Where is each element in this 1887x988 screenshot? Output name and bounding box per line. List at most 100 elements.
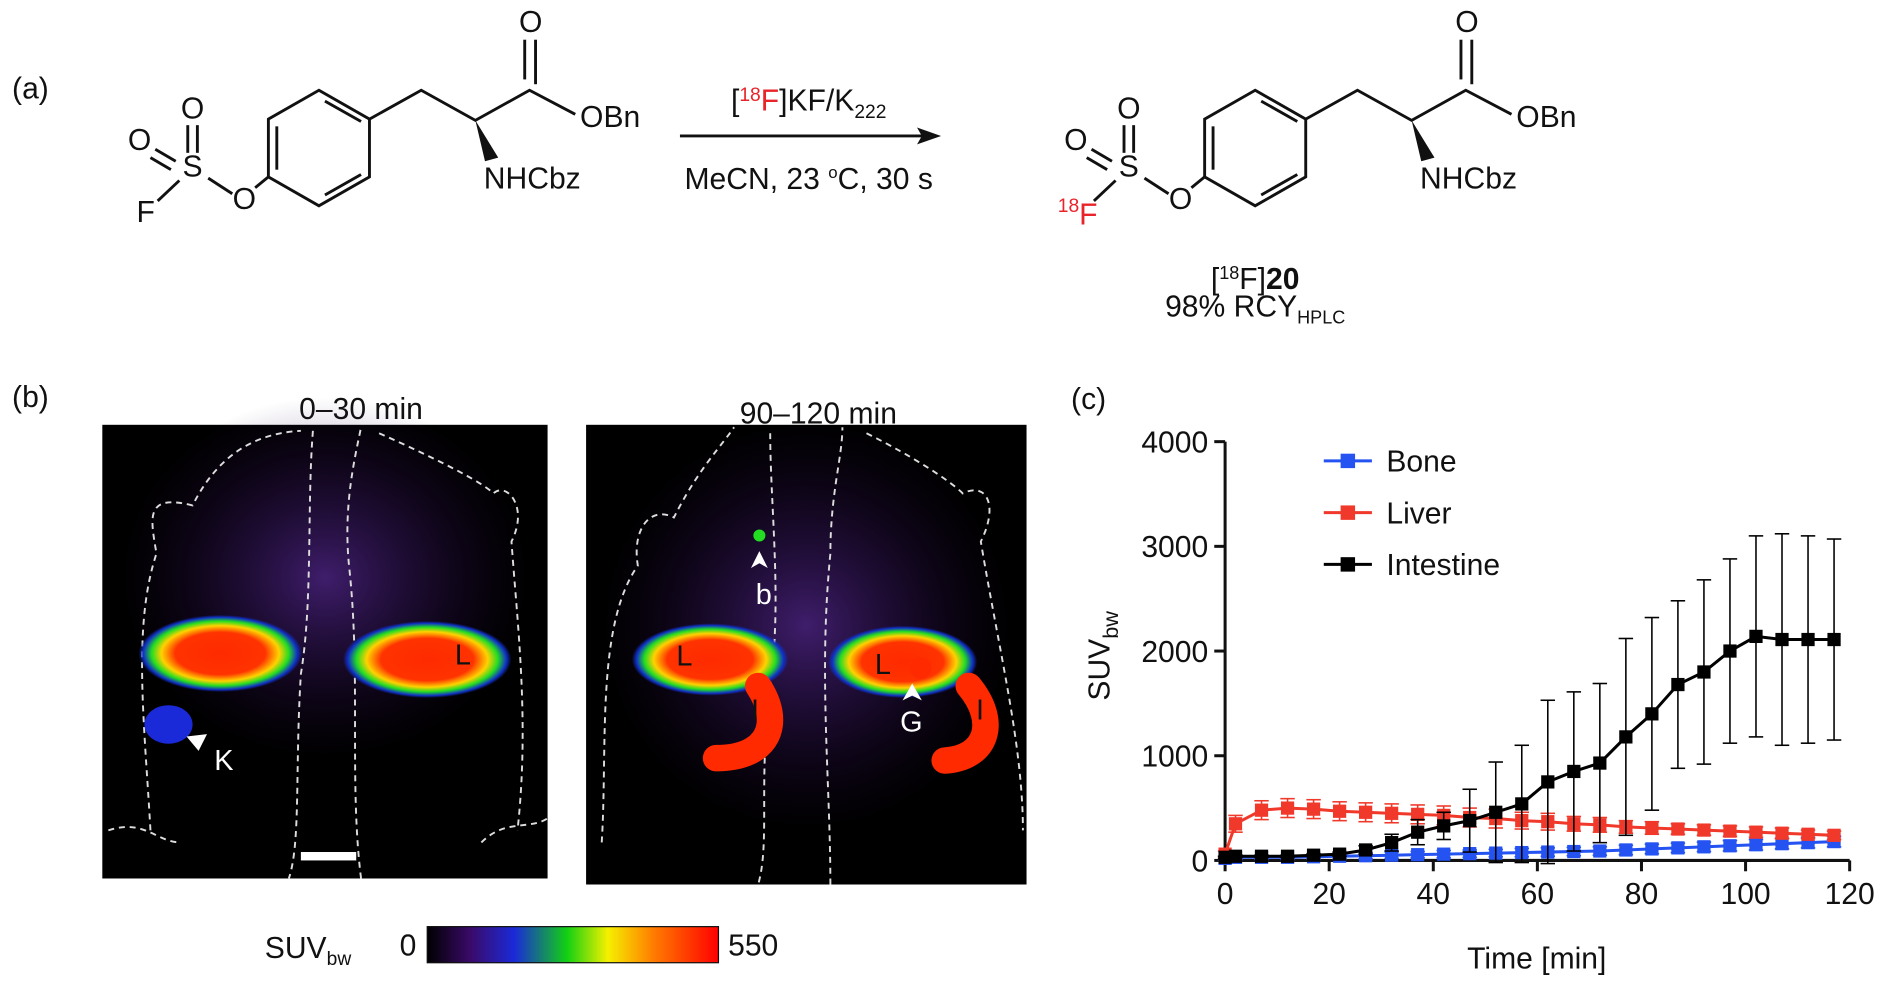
name-part: 20 [1266, 263, 1299, 296]
annotation: L [455, 639, 471, 671]
label-part: SUV [1084, 639, 1117, 701]
marker [1671, 822, 1685, 836]
colorbar-max: 550 [728, 930, 778, 963]
atom: F [136, 196, 154, 229]
marker [1619, 843, 1633, 857]
marker [1385, 836, 1399, 850]
atom: O [1064, 124, 1087, 157]
atom: O [519, 6, 542, 39]
x-tick-label: 120 [1825, 878, 1875, 911]
atom: NHCbz [1420, 162, 1517, 195]
marker [1228, 817, 1243, 831]
name-part: 18 [1219, 263, 1239, 283]
series [1217, 533, 1842, 865]
marker [1645, 707, 1659, 721]
condition-part: C, 30 s [838, 163, 933, 196]
marker [1332, 804, 1347, 818]
reagent: [18F]KF/K222 [731, 85, 887, 123]
marker [1228, 849, 1243, 863]
arrow-head [917, 127, 942, 145]
marker [1411, 807, 1425, 821]
marker [1254, 803, 1269, 817]
legend-label: Liver [1386, 497, 1451, 530]
annotation: L [875, 649, 891, 681]
x-axis-label: Time [min] [1467, 943, 1606, 976]
y-tick-label: 3000 [1141, 531, 1208, 564]
x-tick-label: 100 [1720, 878, 1770, 911]
marker [1280, 849, 1295, 863]
pet-image: L I b L G I [586, 421, 1027, 885]
marker [1671, 841, 1685, 855]
yield: 98% RCYHPLC [1165, 290, 1345, 327]
condition-part: MeCN, 23 [685, 163, 829, 196]
marker [1801, 827, 1815, 841]
atom: O [128, 124, 151, 157]
marker [1306, 802, 1321, 816]
reagent-part: 222 [854, 102, 886, 123]
atom-part: F [1079, 199, 1097, 232]
panel-label: (b) [12, 381, 49, 414]
marker [1619, 730, 1633, 744]
atom: O [1169, 183, 1192, 216]
atom: O [233, 183, 256, 216]
marker [1593, 844, 1607, 858]
marker [1463, 847, 1477, 861]
marker [1775, 632, 1789, 647]
marker [1463, 814, 1477, 828]
atom-part: 18 [1058, 196, 1079, 217]
reagent-part: F [761, 85, 779, 118]
atom: OBn [580, 101, 640, 134]
y-tick-label: 4000 [1141, 426, 1208, 459]
reagent-part: ]KF/K [779, 85, 854, 118]
marker [1723, 839, 1737, 853]
marker [1567, 764, 1581, 779]
marker [1385, 848, 1399, 862]
product: O S O 18F O O OBn NHCbz [1058, 6, 1577, 232]
atom: O [1117, 93, 1140, 126]
x-tick-label: 40 [1417, 878, 1450, 911]
reagent-part: [ [731, 85, 740, 118]
marker [1775, 826, 1789, 840]
pet-image: K L [102, 397, 549, 879]
marker [1697, 840, 1711, 854]
annotation: G [900, 707, 922, 739]
marker [1437, 847, 1451, 861]
marker [1749, 838, 1763, 852]
marker [1723, 644, 1737, 658]
reactant: O S O F O O OBn NHCbz [128, 6, 640, 229]
chart: (c) Time [min] SUVbw 0 1000 2000 3000 4000 0 2… [1071, 383, 1875, 976]
marker [1697, 665, 1711, 679]
name-part: [ [1211, 263, 1220, 296]
marker [1593, 756, 1607, 770]
marker [1801, 632, 1815, 647]
annotation: I [751, 695, 759, 727]
marker [1218, 850, 1232, 864]
marker [1437, 819, 1451, 833]
marker [1671, 677, 1685, 692]
legend-marker [1340, 453, 1356, 469]
annotation: I [976, 695, 984, 727]
name-part: F] [1239, 263, 1266, 296]
marker [1411, 825, 1425, 839]
atom: O [181, 93, 204, 126]
marker [1411, 848, 1425, 862]
atom: NHCbz [484, 162, 581, 195]
marker [1385, 806, 1399, 820]
marker [1489, 805, 1503, 819]
atom: 18F [1058, 196, 1098, 232]
marker [1306, 848, 1321, 862]
marker [1645, 821, 1659, 835]
y-tick-label: 0 [1192, 845, 1209, 878]
series-line [1224, 634, 1835, 859]
label-part: SUV [265, 932, 327, 965]
legend-marker [1340, 505, 1356, 520]
marker [1359, 843, 1373, 857]
marker [1332, 847, 1347, 861]
atom: S [183, 150, 203, 183]
label-part: bw [327, 949, 352, 970]
marker [1697, 823, 1711, 837]
atom: OBn [1516, 101, 1576, 134]
annotation: L [676, 640, 692, 672]
